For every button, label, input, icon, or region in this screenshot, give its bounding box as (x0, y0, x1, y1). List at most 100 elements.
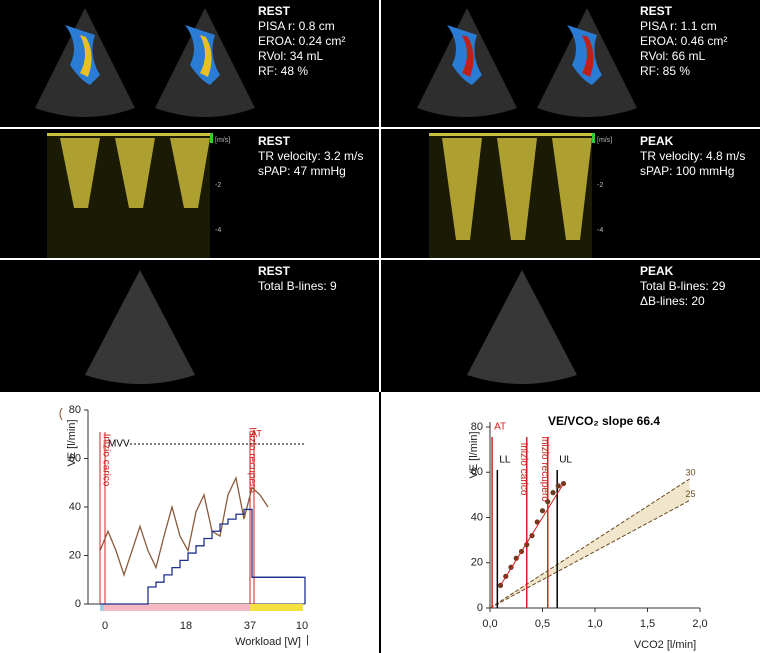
color-doppler (185, 25, 220, 85)
scale-label: -2 (597, 182, 603, 189)
scale-label: -4 (597, 227, 603, 234)
slope-label: 30 (686, 467, 696, 477)
doppler-envelope (115, 138, 155, 208)
panel-text: RVol: 34 mL (258, 49, 323, 63)
color-doppler (567, 25, 602, 85)
panel-heading: PEAK (640, 134, 674, 148)
x-tick-label: 37 (244, 620, 256, 632)
phase-bar (104, 604, 250, 611)
scale-label: [m/s] (597, 137, 612, 144)
color-doppler (65, 25, 100, 85)
x-tick-label: 1,0 (587, 618, 602, 630)
phase-bar (100, 604, 104, 611)
marker-label: AT (251, 428, 262, 438)
x-tick-label: 18 (180, 620, 192, 632)
phase-label: Inizio recupero (539, 436, 550, 502)
panel-text: TR velocity: 4.8 m/s (640, 149, 745, 163)
doppler-envelope (552, 138, 592, 240)
panel-text: RVol: 66 mL (640, 49, 705, 63)
slope-line (489, 478, 690, 609)
panel-text: sPAP: 47 mmHg (258, 164, 346, 178)
y-tick-label: 80 (69, 404, 81, 416)
workload-outline (252, 576, 306, 604)
workload-line (100, 508, 300, 605)
y-tick-label: 60 (471, 466, 483, 478)
y-tick-label: 40 (471, 511, 483, 523)
y-axis-label: VE [l/min] (468, 431, 480, 478)
marker-label: Inizio carico (100, 434, 111, 487)
scale-label: -2 (215, 182, 221, 189)
panel-text: EROA: 0.24 cm² (258, 34, 345, 48)
x-tick-label: 2,0 (692, 618, 707, 630)
slope-line (489, 500, 690, 609)
panel-heading: REST (258, 134, 291, 148)
lung-image (467, 270, 577, 384)
y-tick-label: 40 (69, 501, 81, 513)
scatter-point (539, 508, 546, 514)
panel-text: sPAP: 100 mmHg (640, 164, 734, 178)
x-axis-label: Workload [W] (235, 636, 301, 648)
color-doppler (200, 35, 212, 77)
panel-text: EROA: 0.46 cm² (640, 34, 727, 48)
phase-label: Inizio carico (518, 443, 529, 496)
y-tick-label: 0 (477, 602, 483, 614)
phase-bar (250, 604, 303, 611)
doppler-marker (210, 133, 213, 143)
phase-label: LL (499, 455, 511, 466)
color-doppler (462, 35, 474, 77)
doppler-envelope (497, 138, 537, 240)
x-tick-label: 0,5 (535, 618, 550, 630)
slope-label: 25 (686, 489, 696, 499)
lung-image (85, 270, 195, 384)
panel-text: Total B-lines: 9 (258, 279, 337, 293)
chart-title: VE/VCO₂ slope 66.4 (548, 414, 660, 428)
y-axis-label: VE [l/min] (66, 419, 78, 466)
doppler-top (47, 133, 210, 136)
panel-text: PISA r: 1.1 cm (640, 19, 717, 33)
doppler-envelope (442, 138, 482, 240)
scatter-point (550, 490, 556, 496)
doppler-envelope (60, 138, 100, 208)
panel-text: RF: 48 % (258, 64, 308, 78)
doppler-top (429, 133, 592, 136)
panel-heading: REST (640, 4, 673, 18)
marker-label: Inizio recupero (246, 427, 257, 493)
doppler-envelope (170, 138, 210, 208)
x-tick-label: 0 (102, 620, 108, 632)
panel-text: PISA r: 0.8 cm (258, 19, 335, 33)
x-tick-label: 10 (296, 620, 308, 632)
scatter-point (545, 499, 551, 505)
phase-label: UL (559, 455, 572, 466)
panel-heading: REST (258, 4, 291, 18)
fit-line (500, 483, 564, 586)
color-doppler (582, 35, 594, 77)
phase-label: AT (494, 422, 506, 433)
y-tick-label: 80 (471, 421, 483, 433)
x-tick-label: 1,5 (640, 618, 655, 630)
x-axis-label: VCO2 [l/min] (634, 639, 696, 651)
ve-line (99, 475, 269, 577)
slope-band (490, 479, 690, 608)
scale-label: -4 (215, 227, 221, 234)
scatter-point (555, 483, 561, 489)
y-tick-label: 0 (75, 598, 81, 610)
panel-heading: PEAK (640, 264, 674, 278)
x-tick-label: 0,0 (482, 618, 497, 630)
color-doppler (80, 35, 92, 77)
legend-swatch (59, 407, 63, 421)
panel-heading: REST (258, 264, 291, 278)
panel-text: Total B-lines: 29 (640, 279, 726, 293)
panel-text: RF: 85 % (640, 64, 690, 78)
mvv-label: MVV (108, 439, 130, 450)
doppler-marker (592, 133, 595, 143)
panel-text: TR velocity: 3.2 m/s (258, 149, 363, 163)
y-tick-label: 60 (69, 452, 81, 464)
scale-label: [m/s] (215, 137, 230, 144)
y-tick-label: 20 (69, 549, 81, 561)
color-doppler (447, 25, 482, 85)
panel-text: ΔB-lines: 20 (640, 294, 705, 308)
x-axis-label-suffix: | (306, 634, 309, 646)
y-tick-label: 20 (471, 557, 483, 569)
